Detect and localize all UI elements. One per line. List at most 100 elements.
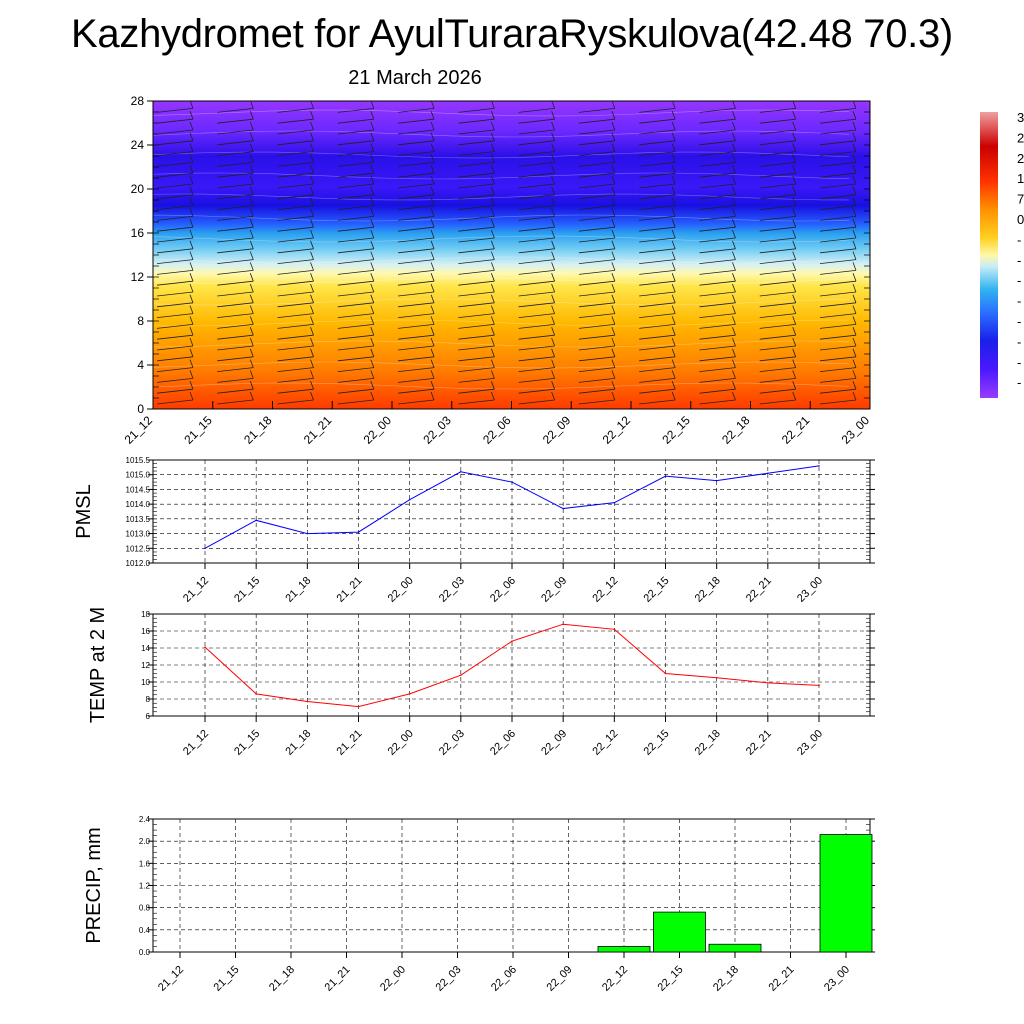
colorbar-bar xyxy=(980,112,998,398)
wind-barb xyxy=(398,259,435,264)
wind-barb xyxy=(671,359,676,368)
wind-barb xyxy=(551,370,556,379)
wind-barb xyxy=(639,237,676,243)
wind-barb xyxy=(217,270,254,275)
wind-barb xyxy=(370,186,375,195)
wind-barb xyxy=(156,237,194,243)
wind-barb xyxy=(277,226,314,232)
precip-bar xyxy=(653,911,706,953)
wind-barb xyxy=(611,143,616,152)
wind-barb xyxy=(430,175,435,185)
wind-barb xyxy=(639,129,676,135)
wind-barb xyxy=(671,111,676,120)
wind-barb xyxy=(156,270,194,275)
wind-barb xyxy=(578,280,615,286)
wind-barb xyxy=(732,316,736,325)
wind-barb xyxy=(852,229,857,239)
wind-barb xyxy=(249,208,254,217)
wind-barb xyxy=(337,345,374,351)
wind-barb xyxy=(156,367,194,372)
x-tick-label: 22_18 xyxy=(711,964,741,994)
wind-barb xyxy=(249,294,254,303)
wind-barb xyxy=(249,348,254,357)
wind-barb xyxy=(458,259,495,264)
wind-barb xyxy=(639,324,676,329)
wind-barb xyxy=(430,229,435,239)
wind-barb xyxy=(310,348,314,357)
wind-barb xyxy=(819,108,857,113)
wind-barb xyxy=(759,140,796,146)
wind-barb xyxy=(578,140,615,146)
wind-barb xyxy=(518,259,555,264)
colorbar-label: - xyxy=(1017,294,1021,309)
wind-barb xyxy=(277,378,314,383)
wind-barb xyxy=(490,251,495,260)
wind-barb xyxy=(819,140,857,146)
wind-barb xyxy=(430,294,435,303)
wind-barb xyxy=(156,302,194,308)
pmsl-point xyxy=(818,465,820,467)
temp-point xyxy=(562,623,564,625)
wind-barb xyxy=(759,399,796,405)
wind-barb xyxy=(458,140,495,146)
wind-barb xyxy=(156,313,194,318)
wind-barb xyxy=(249,251,254,260)
pmsl-point xyxy=(255,519,257,522)
wind-barb xyxy=(310,143,314,152)
wind-barb xyxy=(458,313,495,318)
wind-barb xyxy=(792,305,797,314)
wind-barb xyxy=(578,378,615,383)
wind-barb xyxy=(518,205,555,210)
y-tick-label: 6 xyxy=(146,712,151,721)
wind-barb xyxy=(699,162,736,167)
wind-barb xyxy=(156,108,194,113)
wind-barb xyxy=(277,356,314,362)
wind-barb xyxy=(490,370,495,379)
contour-line xyxy=(152,235,850,243)
wind-barb xyxy=(699,140,736,146)
wind-barb xyxy=(611,165,616,174)
wind-barb xyxy=(671,391,676,401)
x-tick-label: 22_15 xyxy=(656,964,686,994)
wind-barb xyxy=(699,378,736,383)
pmsl-point xyxy=(715,479,718,482)
wind-barb xyxy=(819,280,857,286)
wind-barb xyxy=(792,229,797,239)
wind-barb xyxy=(337,151,374,156)
wind-barb xyxy=(611,391,616,401)
wind-barb xyxy=(370,229,375,239)
wind-barb xyxy=(310,121,314,131)
wind-barb xyxy=(370,327,375,336)
contour-line xyxy=(152,382,850,390)
wind-barb xyxy=(398,378,435,383)
wind-barb xyxy=(217,172,254,178)
precip-bar xyxy=(597,946,651,953)
wind-barb xyxy=(819,162,857,167)
heatmap-y-label: 16 xyxy=(131,226,145,240)
wind-barb xyxy=(639,172,676,178)
wind-barb xyxy=(551,197,556,206)
wind-barb xyxy=(217,388,254,394)
wind-barb xyxy=(611,337,616,347)
wind-barb xyxy=(430,359,435,368)
wind-barb xyxy=(398,162,435,167)
wind-barb xyxy=(430,165,435,174)
wind-barb xyxy=(699,356,736,362)
wind-barb xyxy=(337,356,374,362)
wind-barb xyxy=(337,280,374,286)
x-tick-label: 22_09 xyxy=(539,728,569,758)
wind-barb xyxy=(699,388,736,394)
wind-barb xyxy=(518,108,555,113)
wind-barb xyxy=(310,305,314,314)
wind-barb xyxy=(249,305,254,314)
wind-barb xyxy=(398,270,435,275)
wind-barb xyxy=(458,226,495,232)
wind-barb xyxy=(249,111,254,120)
wind-barb xyxy=(189,132,194,141)
wind-barb xyxy=(370,154,375,163)
wind-barb xyxy=(430,219,435,228)
colorbar-label: - xyxy=(1017,355,1021,370)
wind-barb xyxy=(277,129,314,135)
wind-barb xyxy=(156,399,194,405)
wind-barb xyxy=(337,205,374,210)
